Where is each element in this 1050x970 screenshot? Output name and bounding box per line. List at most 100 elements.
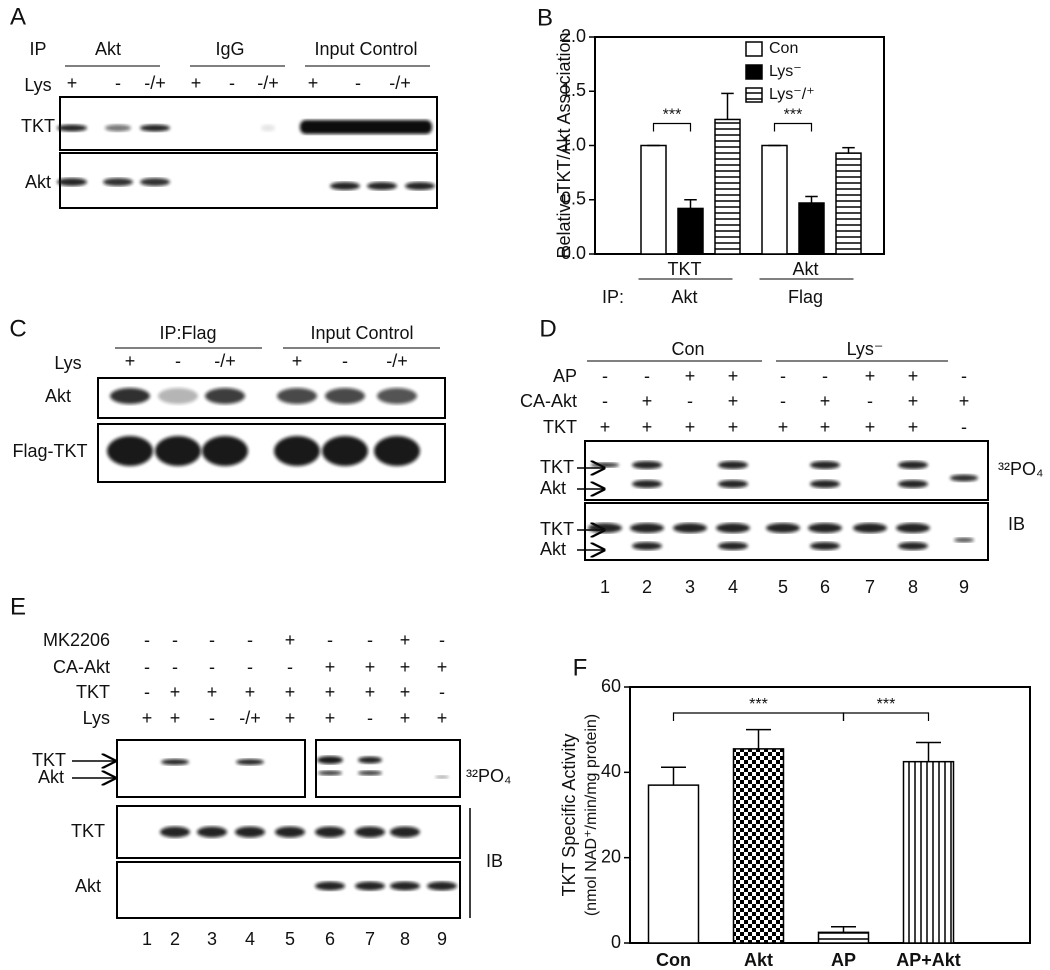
blot-band [954,537,974,543]
blot-band [898,461,928,469]
lane-sign: -/+ [239,708,261,728]
condition-label: Lys [83,708,110,728]
y-tick-label: 40 [601,761,621,781]
blot-label: TKT [21,116,55,136]
lane-sign: + [400,657,411,677]
blot-band [355,881,385,891]
y-tick-label: 60 [601,676,621,696]
blot-band [630,523,664,533]
lane-sign: - [355,73,361,93]
blot-band [103,178,133,186]
lane-sign: + [365,657,376,677]
lane-sign: + [820,417,831,437]
lane-sign: + [600,417,611,437]
blot-band [405,182,435,190]
y-tick-label: 0.0 [561,243,586,263]
blot-band [274,436,320,466]
lane-sign: - [209,708,215,728]
blot-band [896,523,930,533]
lane-sign: + [642,391,653,411]
lane-sign: - [367,630,373,650]
lane-sign: + [728,391,739,411]
row-label: Lys [54,353,81,373]
significance-bracket [773,122,813,132]
significance-label: *** [877,696,896,713]
y-tick-label: 2.0 [561,26,586,46]
legend-label: Lys⁻/⁺ [769,86,815,103]
bar [798,202,825,255]
lane-sign: + [292,351,303,371]
lane-number: 8 [908,577,918,597]
lane-sign: + [685,366,696,386]
blot-band [853,523,887,533]
error-bar [805,195,818,204]
lane-number: 8 [400,929,410,949]
significance-label: *** [663,107,682,124]
bar [817,931,870,944]
error-bar [684,199,697,209]
group-label: Con [671,339,704,359]
lane-sign: - [229,73,235,93]
lane-sign: + [728,366,739,386]
blot-band [261,124,275,132]
blot-band [374,436,420,466]
error-bar [831,926,856,933]
blot-label: TKT [71,821,105,841]
lane-number: 2 [170,929,180,949]
blot-frame [584,440,989,501]
lane-sign: - [644,366,650,386]
lane-sign: + [959,391,970,411]
blot-band [632,480,662,488]
lane-sign: + [437,657,448,677]
lane-sign: + [908,391,919,411]
blot-label: Akt [45,386,71,406]
lane-sign: + [170,708,181,728]
lane-number: 3 [685,577,695,597]
lane-sign: - [247,630,253,650]
lane-sign: - [439,682,445,702]
blot-band [810,480,840,488]
ip-target-label: Flag [788,287,823,307]
lane-sign: - [867,391,873,411]
blot-band [330,182,360,190]
blot-band [277,388,317,404]
condition-label: CA-Akt [520,391,577,411]
lane-sign: - [602,366,608,386]
blot-band [140,178,170,186]
lane-sign: + [908,366,919,386]
blot-band [390,881,420,891]
x-tick-label: AP+Akt [896,950,961,970]
group-label: IP:Flag [159,323,216,343]
blot-band [315,826,345,838]
blot-frame [315,739,461,798]
side-label: ³²PO₄ [466,766,511,786]
legend-swatch [745,87,763,103]
lane-sign: - [327,630,333,650]
lane-sign: + [325,657,336,677]
y-axis-label: (nmol NAD⁺/min/mg protein) [583,714,600,916]
lane-sign: - [172,657,178,677]
lane-number: 9 [959,577,969,597]
blot-band [318,770,342,776]
lane-sign: - [961,417,967,437]
legend-swatch [745,41,763,57]
x-tick-label: Akt [744,950,773,970]
blot-band [358,770,382,776]
blot-band [632,542,662,550]
blot-band [57,124,87,132]
lane-sign: + [308,73,319,93]
lane-sign: -/+ [214,351,236,371]
lane-sign: + [908,417,919,437]
blot-band [161,759,189,765]
lane-sign: + [400,630,411,650]
lane-sign: + [400,708,411,728]
blot-band [950,474,978,482]
lane-number: 9 [437,929,447,949]
blot-band [718,542,748,550]
blot-band [718,480,748,488]
ip-target-label: Akt [671,287,697,307]
lane-number: 7 [865,577,875,597]
lane-sign: + [67,73,78,93]
blot-frame [116,739,306,798]
lane-number: 6 [820,577,830,597]
